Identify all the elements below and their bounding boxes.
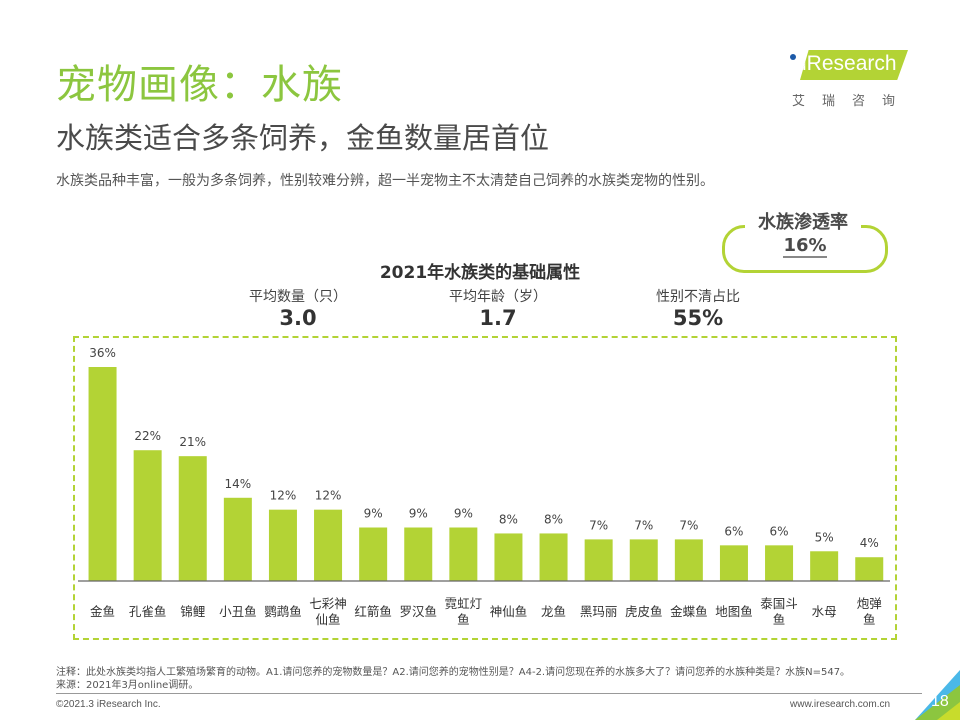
footer-divider [56,693,922,694]
bar [359,527,388,581]
category-label: 金蝶鱼 [670,604,708,619]
bar [765,545,794,581]
category-label: 泰国斗 [760,596,798,611]
chart-title: 2021年水族类的基础属性 [379,263,581,283]
data-label: 22% [134,429,161,443]
stat-unknown-gender: 性别不清占比 55% [618,286,778,330]
bar [855,557,884,581]
bar [133,450,162,581]
data-label: 14% [225,477,252,491]
logo-dot-icon [790,54,796,60]
bar [629,539,658,581]
data-label: 6% [770,524,789,538]
bar [810,551,839,581]
footnote: 注释：此处水族类均指人工繁殖场繁育的动物。A1.请问您养的宠物数量是？A2.请问… [56,666,850,692]
penetration-label: 水族渗透率 [745,208,861,234]
penetration-value: 16% [722,235,888,258]
logo-cn-text: 艾瑞咨询 [792,94,913,109]
bar [404,527,433,581]
data-label: 9% [454,507,473,521]
page-description: 水族类品种丰富，一般为多条饲养，性别较难分辨，超一半宠物主不太清楚自己饲养的水族… [56,173,714,189]
category-label: 锦鲤 [180,604,205,619]
data-label: 9% [409,507,428,521]
category-label: 神仙鱼 [490,604,528,619]
data-label: 7% [634,518,653,532]
data-label: 5% [815,530,834,544]
logo-brand: iResearch [802,52,897,75]
bar [539,533,568,581]
data-label: 21% [179,435,206,449]
data-label: 8% [544,512,563,526]
category-label: 小丑鱼 [219,604,257,619]
bar [449,527,478,581]
category-label: 红箭鱼 [354,604,392,619]
category-label: 鹦鹉鱼 [264,604,302,619]
page-number: 18 [931,693,949,710]
data-label: 4% [860,536,879,550]
page-subtitle: 水族类适合多条饲养，金鱼数量居首位 [56,121,550,155]
category-label: 仙鱼 [316,612,341,627]
stat-avg-age: 平均年龄（岁） 1.7 [418,286,578,330]
category-label: 龙鱼 [541,604,566,619]
data-label: 6% [724,524,743,538]
stat-label: 平均数量（只） [249,289,347,305]
category-label: 孔雀鱼 [129,604,167,619]
website-link[interactable]: www.iresearch.com.cn [790,699,891,710]
category-label: 金鱼 [90,604,115,619]
bar [719,545,748,581]
data-label: 8% [499,512,518,526]
stat-label: 性别不清占比 [656,289,740,305]
category-label: 虎皮鱼 [625,604,663,619]
bar [584,539,613,581]
data-label: 7% [589,518,608,532]
category-label: 霓虹灯 [445,596,483,611]
bar [223,497,252,581]
copyright: ©2021.3 iResearch Inc. [56,699,161,710]
footnote-source: 来源：2021年3月online调研。 [56,680,199,691]
bar [314,509,343,581]
category-label: 罗汉鱼 [399,604,437,619]
stat-value: 3.0 [279,306,317,330]
data-label: 9% [364,507,383,521]
bar [674,539,703,581]
category-label: 黑玛丽 [580,604,618,619]
data-label: 36% [89,346,116,360]
corner-decoration-icon [915,670,960,720]
bar [88,367,117,581]
logo-badge: iResearch [800,50,908,80]
iresearch-logo: iResearch 艾瑞咨询 [790,50,920,110]
bar [268,509,297,581]
data-label: 7% [679,518,698,532]
stat-avg-count: 平均数量（只） 3.0 [218,286,378,330]
penetration-value-text: 16% [783,235,827,258]
page-title: 宠物画像：水族 [56,62,343,108]
stat-label: 平均年龄（岁） [449,289,547,305]
chart-frame [73,336,897,640]
category-label: 鱼 [457,612,470,627]
footnote-note: 注释：此处水族类均指人工繁殖场繁育的动物。A1.请问您养的宠物数量是？A2.请问… [56,667,851,678]
category-label: 炮弹 [857,596,882,611]
bar [178,456,207,581]
data-label: 12% [270,489,297,503]
bar [494,533,523,581]
category-label: 七彩神 [309,596,347,611]
category-label: 地图鱼 [715,604,753,619]
category-label: 鱼 [773,612,786,627]
data-label: 12% [315,489,342,503]
category-label: 水母 [812,604,837,619]
category-label: 鱼 [863,612,876,627]
stat-value: 1.7 [479,306,517,330]
stat-value: 55% [672,306,724,330]
